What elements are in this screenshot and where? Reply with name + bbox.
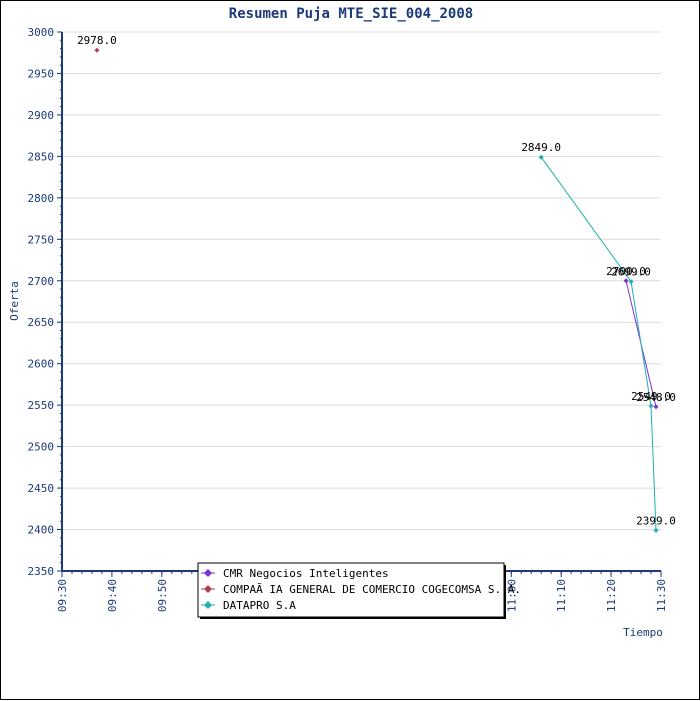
data-label: 2849.0 — [521, 141, 561, 154]
data-label: 2699.0 — [611, 266, 651, 279]
y-tick-label: 2600 — [28, 358, 55, 371]
data-point — [94, 47, 100, 53]
x-tick-label: 09:40 — [106, 579, 119, 612]
y-tick-label: 2800 — [28, 192, 55, 205]
y-axis-label: Oferta — [8, 281, 21, 321]
y-tick-label: 2750 — [28, 233, 55, 246]
data-label: 2978.0 — [77, 34, 117, 47]
legend-entry: CMR Negocios Inteligentes — [223, 567, 389, 580]
series-layer — [94, 47, 659, 533]
legend-entry: COMPAÃ IA GENERAL DE COMERCIO COGECOMSA … — [223, 583, 521, 596]
x-tick-label: 09:50 — [156, 579, 169, 612]
data-point — [653, 527, 659, 533]
y-tick-label: 2550 — [28, 399, 55, 412]
legend-box — [197, 562, 505, 618]
data-point — [623, 278, 629, 284]
data-label: 2700.0 — [606, 265, 646, 278]
y-tick-label: 2400 — [28, 524, 55, 537]
x-tick-label: 11:10 — [555, 579, 568, 612]
y-tick-label: 3000 — [28, 26, 55, 39]
data-point — [538, 154, 544, 160]
x-tick-label: 09:30 — [56, 579, 69, 612]
data-label: 2399.0 — [636, 514, 676, 527]
data-point — [648, 403, 654, 409]
data-label: 2548.0 — [636, 391, 676, 404]
data-point — [628, 279, 634, 285]
y-tick-label: 2450 — [28, 482, 55, 495]
y-tick-label: 2500 — [28, 441, 55, 454]
x-tick-label: 11:30 — [655, 579, 668, 612]
y-tick-label: 2350 — [28, 565, 55, 578]
y-tick-label: 2950 — [28, 67, 55, 80]
legend-entry: DATAPRO S.A — [223, 599, 296, 612]
y-tick-label: 2900 — [28, 109, 55, 122]
data-labels: 2700.0 2548.0 2978.0 2849.0 2699.0 2549.0 2399… — [77, 34, 676, 527]
legend: CMR Negocios Inteligentes COMPAÃ IA GENER… — [197, 562, 521, 619]
chart-title: Resumen Puja MTE_SIE_004_2008 — [229, 6, 473, 22]
y-tick-label: 2650 — [28, 316, 55, 329]
x-tick-label: 11:20 — [605, 579, 618, 612]
x-tick-label: 11:00 — [505, 579, 518, 612]
y-tick-label: 2700 — [28, 275, 55, 288]
legend-swatch-marker — [204, 569, 212, 577]
data-point — [653, 404, 659, 410]
plot-area — [62, 32, 661, 571]
data-label: 2549.0 — [631, 390, 671, 403]
legend-swatch-marker — [204, 585, 212, 593]
series-line-2 — [540, 156, 657, 531]
y-tick-label: 2850 — [28, 150, 55, 163]
x-axis-label: Tiempo — [623, 626, 663, 639]
grid-lines — [62, 31, 661, 572]
legend-swatch-marker — [204, 601, 212, 609]
